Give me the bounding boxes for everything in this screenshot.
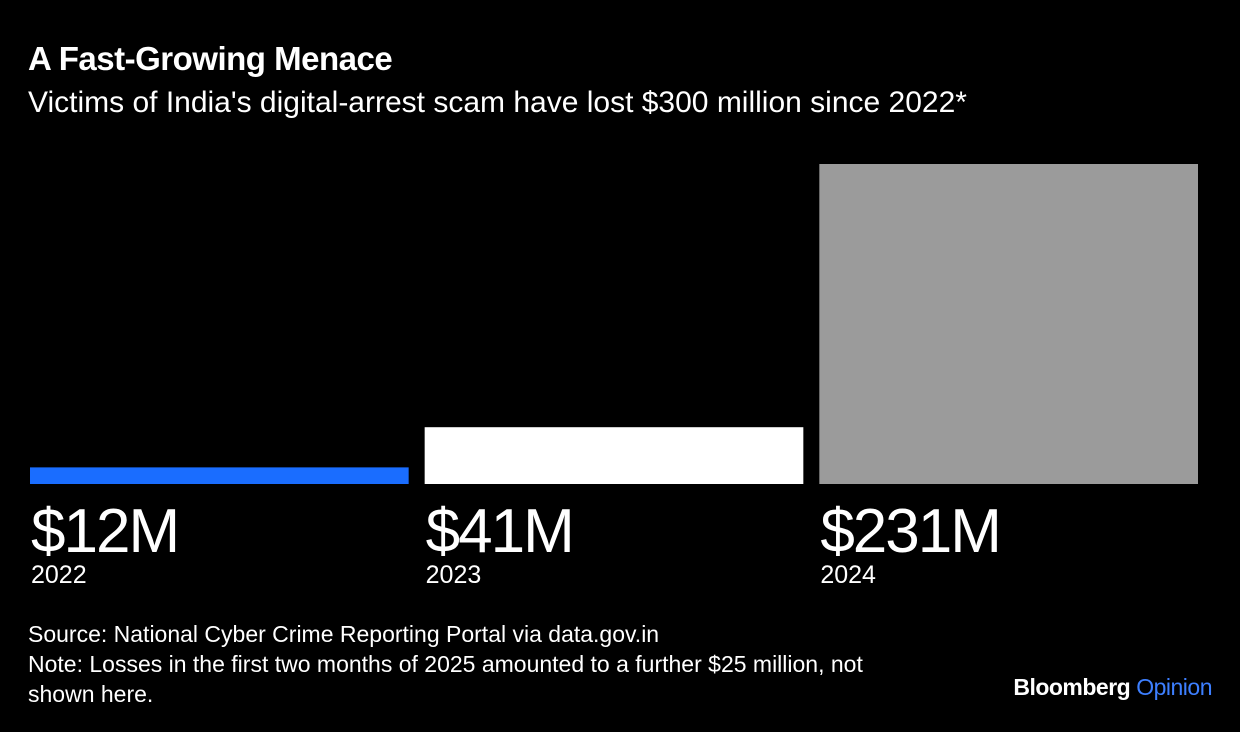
bar-2023 [424, 427, 804, 484]
category-label-2024: 2024 [820, 561, 876, 589]
value-label-2023: $41M [426, 497, 573, 566]
bar-2024 [819, 164, 1198, 484]
chart-footer: Source: National Cyber Crime Reporting P… [28, 619, 908, 709]
value-label-2022: $12M [31, 497, 178, 566]
brand-section: Opinion [1136, 674, 1212, 700]
chart-title: A Fast-Growing Menace [28, 40, 393, 77]
brand-name: Bloomberg [1013, 674, 1131, 700]
category-label-2023: 2023 [426, 561, 482, 589]
source-note: Source: National Cyber Crime Reporting P… [28, 621, 660, 647]
bar-2022 [30, 467, 409, 484]
footnote: Note: Losses in the first two months of … [28, 651, 863, 707]
chart-subtitle: Victims of India's digital-arrest scam h… [28, 86, 967, 119]
brand-logo: Bloomberg Opinion [1013, 674, 1212, 701]
value-label-2024: $231M [820, 497, 1000, 566]
category-label-2022: 2022 [31, 561, 87, 589]
